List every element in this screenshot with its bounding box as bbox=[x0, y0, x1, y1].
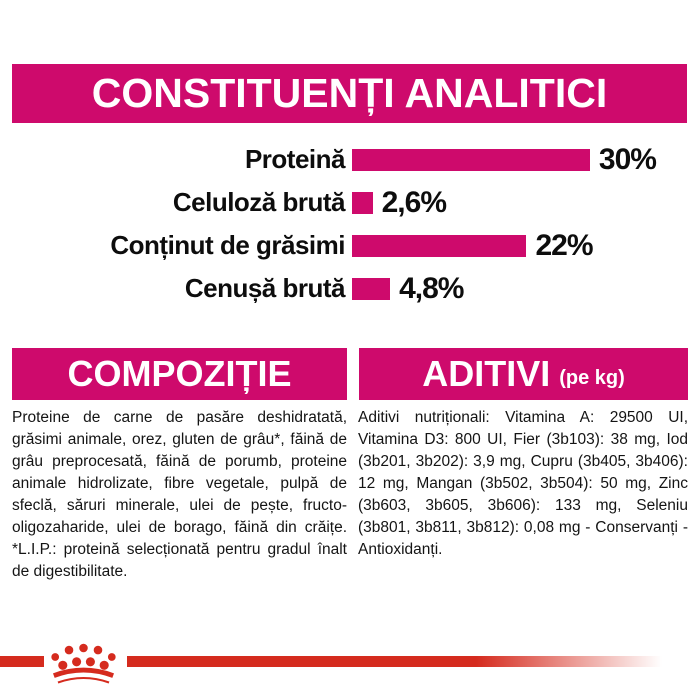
composition-banner: COMPOZIȚIE bbox=[12, 348, 347, 400]
additives-body-text: Aditivi nutriționali: Vitamina A: 29500 … bbox=[358, 409, 688, 558]
chart-row-label: Cenușă brută bbox=[184, 273, 346, 303]
analytic-chart: Proteină 30% Celuloză brută 2,6% Conținut de… bbox=[0, 138, 700, 310]
composition-body-text: Proteine de carne de pasăre deshidratată… bbox=[12, 409, 347, 580]
additives-title: ADITIVI bbox=[422, 353, 551, 394]
chart-bar bbox=[352, 277, 391, 300]
chart-value: 2,6% bbox=[381, 185, 447, 219]
chart-row: Proteină 30% bbox=[0, 138, 700, 181]
chart-row-label: Celuloză brută bbox=[172, 187, 346, 217]
analytic-constituents-title: CONSTITUENȚI ANALITICI bbox=[91, 70, 608, 116]
footer-divider-left bbox=[0, 656, 44, 667]
chart-row: Cenușă brută 4,8% bbox=[0, 267, 700, 310]
chart-row-label: Proteină bbox=[244, 144, 346, 174]
additives-banner: ADITIVI (pe kg) bbox=[359, 348, 688, 400]
additives-title-suffix: (pe kg) bbox=[559, 366, 625, 389]
chart-bar bbox=[352, 191, 373, 214]
chart-row-label: Conținut de grăsimi bbox=[110, 230, 345, 260]
chart-bar bbox=[352, 148, 590, 171]
royal-canin-crown-icon bbox=[49, 640, 118, 685]
chart-value: 30% bbox=[598, 142, 657, 176]
chart-bar bbox=[352, 234, 527, 257]
chart-row: Conținut de grăsimi 22% bbox=[0, 224, 700, 267]
analytic-constituents-banner: CONSTITUENȚI ANALITICI bbox=[12, 64, 687, 123]
composition-title: COMPOZIȚIE bbox=[67, 353, 292, 394]
chart-row: Celuloză brută 2,6% bbox=[0, 181, 700, 224]
chart-value: 4,8% bbox=[399, 271, 464, 305]
footer-divider-right bbox=[127, 656, 690, 667]
chart-value: 22% bbox=[535, 228, 593, 262]
